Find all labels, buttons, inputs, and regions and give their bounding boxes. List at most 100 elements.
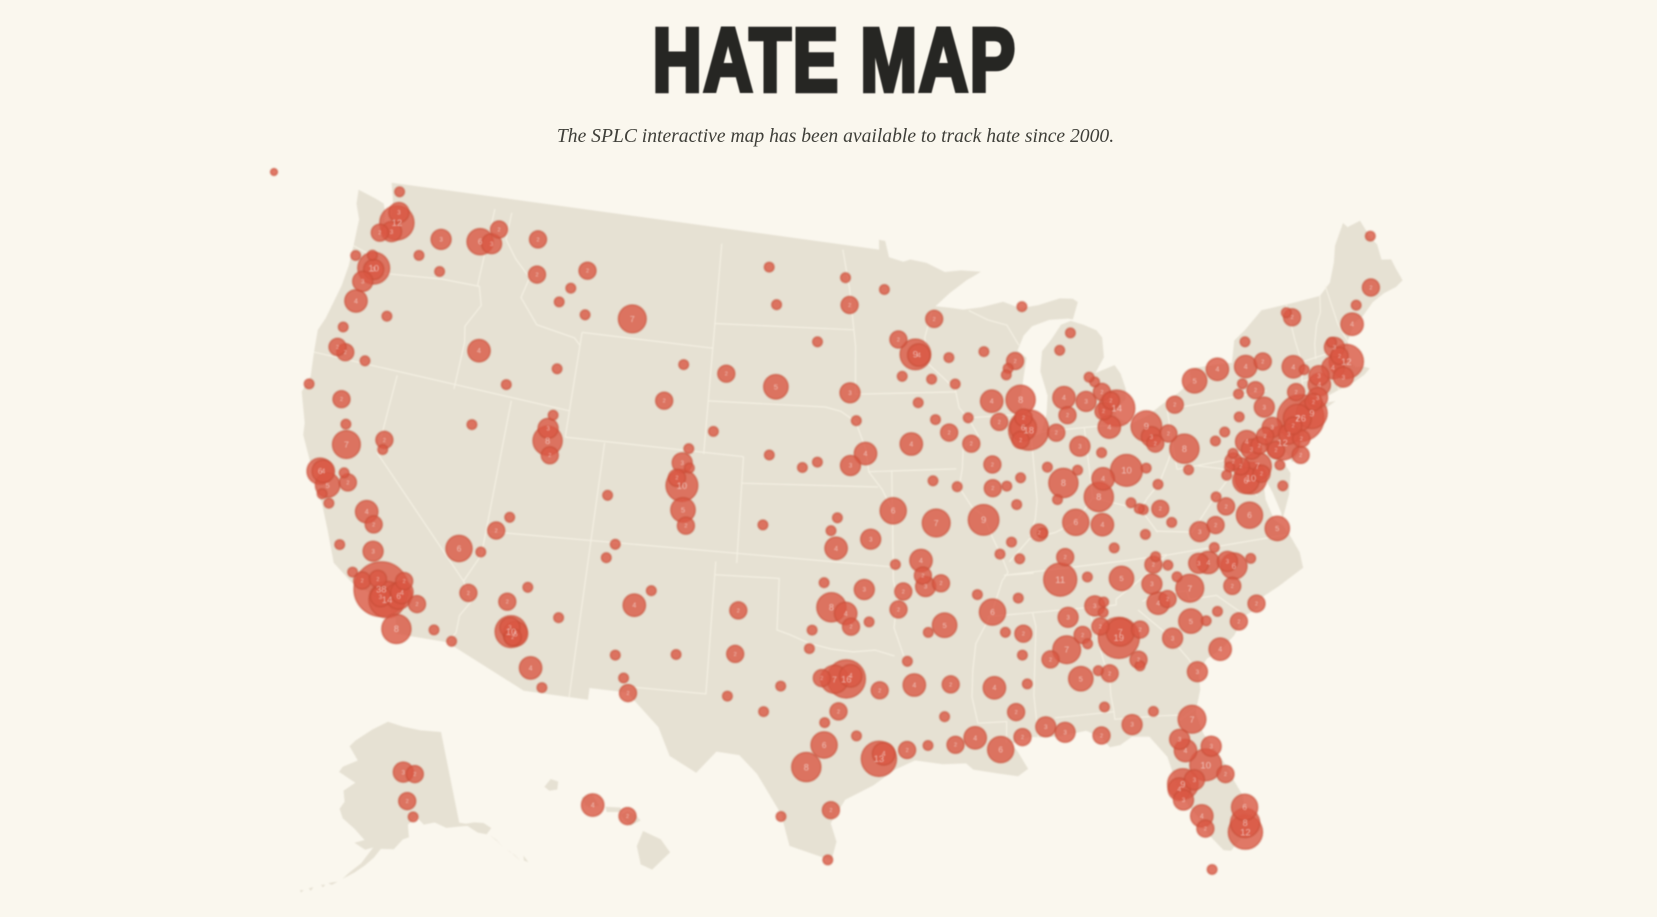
svg-text:3: 3	[1333, 345, 1337, 352]
svg-text:3: 3	[439, 237, 443, 244]
svg-text:2: 2	[1099, 624, 1102, 630]
svg-text:7: 7	[1255, 461, 1260, 471]
svg-text:4: 4	[321, 469, 325, 476]
svg-text:4: 4	[864, 451, 868, 458]
svg-text:8: 8	[1061, 478, 1066, 488]
svg-text:3: 3	[1250, 446, 1254, 453]
svg-text:4: 4	[529, 665, 533, 672]
svg-text:2: 2	[897, 607, 900, 613]
svg-text:2: 2	[1102, 409, 1105, 415]
svg-text:4: 4	[973, 735, 977, 742]
svg-text:2: 2	[949, 682, 952, 688]
svg-text:2: 2	[415, 602, 418, 608]
svg-text:2: 2	[837, 709, 840, 715]
svg-text:2: 2	[897, 337, 900, 343]
svg-text:9: 9	[913, 350, 918, 361]
svg-text:2: 2	[372, 522, 375, 528]
svg-text:3: 3	[361, 279, 365, 286]
svg-text:4: 4	[919, 558, 923, 565]
svg-text:3: 3	[1263, 404, 1267, 411]
svg-text:2: 2	[1291, 315, 1294, 321]
svg-text:2: 2	[725, 372, 728, 378]
svg-text:4: 4	[1184, 748, 1188, 755]
svg-text:3: 3	[1063, 729, 1067, 736]
svg-text:3: 3	[1193, 777, 1197, 784]
svg-text:2: 2	[1214, 523, 1217, 529]
svg-text:3: 3	[1198, 529, 1202, 536]
svg-text:2: 2	[1109, 399, 1112, 405]
svg-text:2: 2	[406, 799, 409, 805]
svg-text:3: 3	[508, 625, 512, 632]
svg-text:3: 3	[869, 536, 873, 543]
svg-text:6: 6	[990, 608, 995, 617]
svg-text:2: 2	[1166, 597, 1169, 603]
svg-text:2: 2	[1081, 633, 1084, 639]
svg-text:2: 2	[684, 524, 687, 530]
svg-text:8: 8	[545, 436, 550, 446]
svg-text:2: 2	[933, 317, 936, 323]
svg-text:2: 2	[1137, 658, 1140, 664]
svg-text:2: 2	[948, 431, 951, 437]
svg-text:3: 3	[1196, 669, 1200, 676]
svg-text:2: 2	[511, 635, 514, 641]
svg-text:8: 8	[1243, 818, 1248, 828]
svg-text:6: 6	[1244, 476, 1249, 485]
svg-text:6: 6	[478, 238, 483, 247]
svg-text:4: 4	[1206, 560, 1210, 567]
svg-text:2: 2	[378, 231, 381, 237]
svg-text:2: 2	[346, 480, 349, 486]
svg-text:3: 3	[1130, 722, 1134, 729]
svg-text:2: 2	[1369, 286, 1372, 292]
svg-text:3: 3	[1171, 635, 1175, 642]
svg-text:2: 2	[675, 476, 678, 482]
svg-text:4: 4	[912, 683, 916, 690]
svg-text:2: 2	[1239, 464, 1242, 470]
svg-text:2: 2	[1159, 507, 1162, 513]
svg-text:2: 2	[1100, 733, 1103, 739]
svg-text:3: 3	[848, 390, 852, 397]
svg-text:5: 5	[1079, 674, 1083, 683]
svg-text:6: 6	[1247, 511, 1252, 520]
svg-text:2: 2	[848, 303, 851, 309]
svg-text:4: 4	[1107, 425, 1111, 432]
svg-text:2: 2	[1312, 400, 1315, 406]
svg-text:7: 7	[1118, 627, 1123, 637]
svg-text:19: 19	[1114, 633, 1125, 644]
svg-text:6: 6	[318, 467, 323, 476]
svg-text:2: 2	[1338, 354, 1341, 360]
svg-text:4: 4	[1244, 364, 1248, 371]
svg-text:2: 2	[1021, 735, 1024, 741]
svg-text:3: 3	[1270, 425, 1274, 432]
svg-text:5: 5	[1275, 524, 1279, 533]
svg-text:3: 3	[1084, 399, 1088, 406]
svg-text:6: 6	[457, 544, 462, 553]
svg-text:3: 3	[1287, 431, 1291, 438]
svg-text:2: 2	[548, 453, 551, 459]
svg-text:3: 3	[1150, 434, 1154, 441]
svg-text:8: 8	[1182, 444, 1187, 454]
svg-text:4: 4	[365, 509, 369, 516]
svg-text:5: 5	[1189, 617, 1193, 626]
svg-text:2: 2	[413, 772, 416, 778]
svg-text:7: 7	[934, 518, 939, 528]
svg-text:3: 3	[1178, 737, 1182, 744]
svg-text:2: 2	[1261, 360, 1264, 366]
svg-text:7: 7	[1064, 645, 1069, 655]
svg-text:3: 3	[1317, 373, 1321, 380]
svg-text:8: 8	[394, 624, 399, 634]
svg-text:7: 7	[1190, 714, 1195, 724]
svg-text:5: 5	[681, 506, 685, 515]
svg-text:13: 13	[874, 754, 885, 765]
svg-text:12: 12	[1341, 357, 1352, 368]
svg-text:10: 10	[1121, 466, 1132, 477]
svg-text:2: 2	[1237, 619, 1240, 625]
svg-text:3: 3	[863, 587, 867, 594]
svg-text:3: 3	[390, 229, 394, 236]
svg-text:8: 8	[804, 762, 809, 772]
svg-text:2: 2	[1015, 710, 1018, 716]
svg-text:2: 2	[1260, 472, 1263, 478]
svg-text:4: 4	[834, 546, 838, 553]
svg-text:2: 2	[1231, 584, 1234, 590]
svg-text:2: 2	[1038, 531, 1041, 537]
svg-text:3: 3	[371, 548, 375, 555]
